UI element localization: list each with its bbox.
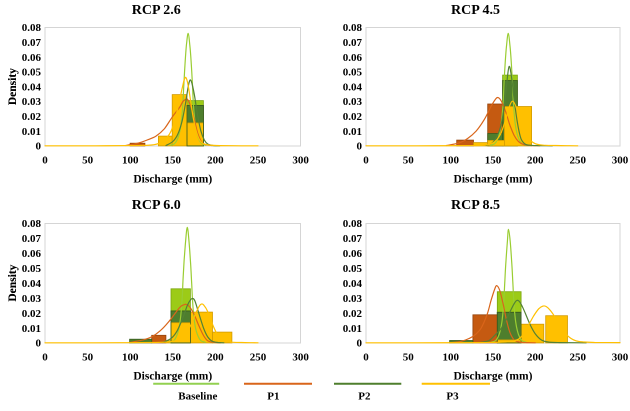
- svg-text:0.05: 0.05: [343, 67, 363, 79]
- svg-text:100: 100: [122, 352, 139, 364]
- svg-text:RCP 8.5: RCP 8.5: [451, 198, 500, 213]
- svg-text:100: 100: [442, 352, 459, 364]
- svg-text:P2: P2: [358, 390, 371, 402]
- svg-text:100: 100: [442, 155, 459, 167]
- svg-text:0.01: 0.01: [22, 323, 41, 335]
- svg-text:0.04: 0.04: [343, 278, 363, 290]
- svg-text:0.02: 0.02: [22, 308, 42, 320]
- svg-text:P3: P3: [446, 390, 459, 402]
- svg-text:0.03: 0.03: [343, 293, 363, 305]
- svg-text:250: 250: [569, 155, 586, 167]
- svg-text:0.03: 0.03: [343, 96, 363, 108]
- svg-text:0: 0: [36, 141, 42, 153]
- svg-text:0.01: 0.01: [343, 323, 362, 335]
- svg-text:0.06: 0.06: [22, 52, 42, 64]
- svg-text:RCP 4.5: RCP 4.5: [451, 3, 500, 18]
- svg-text:0.04: 0.04: [22, 81, 42, 93]
- svg-text:RCP 6.0: RCP 6.0: [132, 198, 181, 213]
- svg-text:200: 200: [527, 155, 544, 167]
- svg-text:50: 50: [403, 352, 415, 364]
- svg-text:0.05: 0.05: [343, 263, 363, 275]
- svg-text:100: 100: [122, 155, 139, 167]
- svg-text:0: 0: [357, 338, 363, 350]
- svg-text:Discharge (mm): Discharge (mm): [133, 371, 212, 383]
- svg-text:200: 200: [527, 352, 544, 364]
- svg-text:0: 0: [363, 352, 369, 364]
- svg-text:0.04: 0.04: [343, 81, 363, 93]
- svg-text:Discharge (mm): Discharge (mm): [454, 371, 533, 383]
- svg-text:0.07: 0.07: [343, 233, 363, 245]
- svg-text:150: 150: [485, 155, 502, 167]
- svg-text:P1: P1: [267, 390, 279, 402]
- svg-text:0.02: 0.02: [343, 308, 363, 320]
- svg-text:0.06: 0.06: [22, 248, 42, 260]
- svg-text:300: 300: [292, 155, 309, 167]
- svg-text:250: 250: [250, 352, 267, 364]
- svg-text:0.07: 0.07: [343, 37, 363, 49]
- svg-text:0: 0: [357, 141, 363, 153]
- svg-text:0.03: 0.03: [22, 96, 42, 108]
- svg-text:Density: Density: [7, 68, 19, 105]
- svg-text:150: 150: [165, 352, 182, 364]
- svg-text:50: 50: [82, 155, 94, 167]
- svg-text:0.08: 0.08: [22, 22, 42, 34]
- svg-text:200: 200: [207, 352, 224, 364]
- svg-text:300: 300: [612, 155, 629, 167]
- svg-text:150: 150: [485, 352, 502, 364]
- svg-text:0.08: 0.08: [343, 218, 363, 230]
- svg-text:0.02: 0.02: [343, 111, 363, 123]
- svg-text:0.08: 0.08: [343, 22, 363, 34]
- svg-text:250: 250: [569, 352, 586, 364]
- svg-text:Discharge (mm): Discharge (mm): [454, 174, 533, 186]
- svg-text:0.07: 0.07: [22, 233, 42, 245]
- svg-text:200: 200: [207, 155, 224, 167]
- svg-text:300: 300: [612, 352, 629, 364]
- svg-text:0.02: 0.02: [22, 111, 42, 123]
- svg-text:50: 50: [82, 352, 94, 364]
- svg-text:0: 0: [42, 352, 48, 364]
- svg-text:0: 0: [36, 338, 42, 350]
- svg-text:0.06: 0.06: [343, 52, 363, 64]
- svg-text:0.03: 0.03: [22, 293, 42, 305]
- svg-text:0.01: 0.01: [343, 126, 362, 138]
- svg-text:0: 0: [363, 155, 369, 167]
- svg-text:Baseline: Baseline: [178, 390, 217, 402]
- svg-text:300: 300: [292, 352, 309, 364]
- svg-text:Discharge (mm): Discharge (mm): [133, 174, 212, 186]
- svg-text:Density: Density: [7, 264, 19, 301]
- svg-text:Density: Density: [7, 68, 19, 105]
- svg-text:RCP 2.6: RCP 2.6: [132, 3, 181, 18]
- svg-text:0.08: 0.08: [22, 218, 42, 230]
- svg-text:250: 250: [250, 155, 267, 167]
- svg-text:0.05: 0.05: [22, 67, 42, 79]
- svg-text:0.05: 0.05: [22, 263, 42, 275]
- svg-text:150: 150: [165, 155, 182, 167]
- svg-text:0.07: 0.07: [22, 37, 42, 49]
- svg-text:0.04: 0.04: [22, 278, 42, 290]
- svg-text:50: 50: [403, 155, 415, 167]
- svg-text:0.06: 0.06: [343, 248, 363, 260]
- svg-text:Density: Density: [7, 264, 19, 301]
- svg-text:0: 0: [42, 155, 48, 167]
- svg-text:0.01: 0.01: [22, 126, 41, 138]
